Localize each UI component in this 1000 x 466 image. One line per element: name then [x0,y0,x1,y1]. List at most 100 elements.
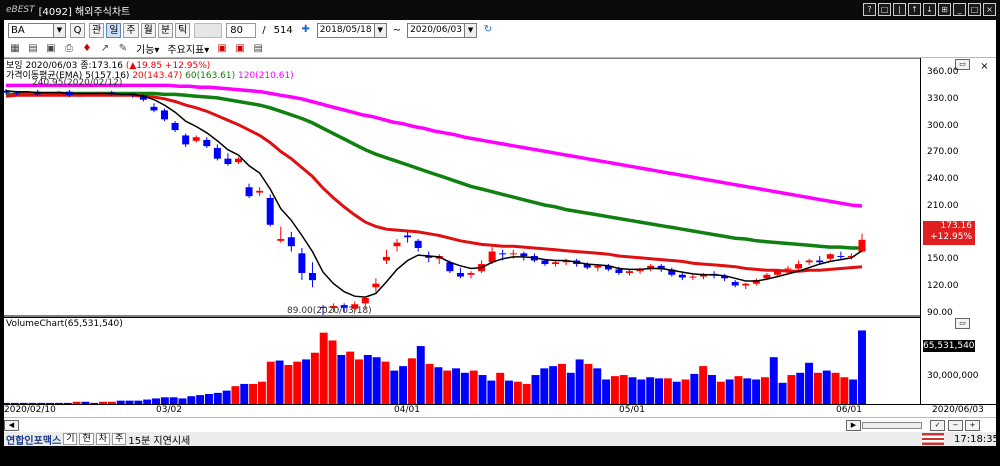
period-button-0[interactable]: 관 [89,22,105,38]
volume-bar [725,379,734,404]
zoom-check-icon[interactable]: ✓ [930,420,945,431]
tools-icon[interactable]: ✎ [118,42,128,54]
pane-close-icon[interactable]: × [980,61,989,72]
refresh-icon[interactable]: ↻ [483,24,493,35]
toolbar-secondary: ▦ ▤ ▣ ⎙ ♦ ↗ ✎ 기능▾ 주요지표▾ ▣ ▣ ▤ [4,40,996,58]
candle-body [562,260,570,263]
candle-body [414,240,422,248]
volume-bar [355,359,363,404]
volume-bar [602,379,611,404]
volume-bar [593,368,602,404]
window-control-0[interactable]: ? [863,3,876,16]
volume-bar [90,402,99,404]
status-btn-3[interactable]: 차 [95,433,111,445]
volume-bar [522,383,531,404]
volume-bar [107,401,116,404]
end-date-dropdown-icon[interactable]: ▼ [465,22,478,38]
export-icon[interactable]: ▣ [235,42,245,54]
volume-bar [813,372,822,404]
candle-body [795,264,803,269]
period-button-4[interactable]: 분 [157,22,174,38]
menu-functions[interactable]: 기능▾ [136,45,160,56]
status-btn-1[interactable]: 기 [63,433,78,445]
candle-body [203,139,211,147]
status-btn-4[interactable]: 주 [112,433,127,445]
count-input[interactable]: 80 [226,22,257,38]
legend-line1: 보잉 2020/06/03 종:173.16 (▲19.85 +12.95%) [6,58,210,71]
volume-chart[interactable]: VolumeChart(65,531,540) [4,318,920,404]
chart-scrollbar[interactable]: ◀ ▶ ✓ − + [4,417,996,432]
period-button-5[interactable]: 틱 [175,22,191,38]
ema5-line [5,90,863,298]
vol-pane-maximize-icon[interactable]: ▭ [955,318,970,329]
zoom-in-icon[interactable]: + [965,420,980,431]
candle-body [647,265,655,269]
symbol-input[interactable]: BA [8,22,54,38]
zoom-slider[interactable] [862,422,922,429]
plus-icon[interactable]: ✚ [301,24,310,35]
settings-icon[interactable]: ▤ [253,42,263,54]
volume-bar [54,402,63,404]
window-control-6[interactable]: _ [953,3,966,16]
legend-close: 종:173.16 [80,61,123,71]
volume-bar [257,381,266,404]
candle-body [256,190,264,193]
volume-bar [72,401,81,404]
menu-indicators[interactable]: 주요지표▾ [167,45,210,56]
window-control-4[interactable]: ↓ [923,3,936,16]
window-control-2[interactable]: | [893,3,906,16]
volume-bar [584,363,593,404]
volume-bar [478,375,487,404]
candle-body [351,304,359,309]
candle-body [446,262,454,272]
ema20-line [5,93,863,273]
zoom-out-icon[interactable]: − [948,420,963,431]
period-button-1[interactable]: 일 [106,22,122,38]
price-chart[interactable]: 보잉 2020/06/03 종:173.16 (▲19.85 +12.95%) … [4,58,920,317]
scroll-left-icon[interactable]: ◀ [4,420,19,431]
volume-bar [99,401,108,404]
layout-icon[interactable]: ▦ [10,42,20,54]
candle-body [626,271,634,273]
window-control-3[interactable]: ↑ [908,3,921,16]
volume-bar [760,377,769,404]
start-date-dropdown-icon[interactable]: ▼ [374,22,387,38]
chart-type-icon[interactable]: ▤ [28,42,38,54]
print-icon[interactable]: ⎙ [65,42,73,54]
volume-bar [363,354,372,404]
time-tick: 03/02 [156,405,182,415]
legend-ema20: 20(143.47) [132,71,183,81]
bottom-frame [0,446,1000,466]
data-icon[interactable]: ▣ [217,42,227,54]
candle-body [44,93,52,95]
window-control-8[interactable]: × [983,3,996,16]
volume-bar [646,377,655,404]
volume-bar [63,402,72,404]
period-button-2[interactable]: 주 [123,22,139,38]
start-date-input[interactable]: 2018/05/18 [316,22,375,38]
symbol-dropdown-icon[interactable]: ▼ [54,22,66,38]
legend-ema120: 120(210.61) [238,71,294,81]
window-control-7[interactable]: □ [968,3,981,16]
disabled-field [194,22,223,38]
volume-bar [619,375,628,404]
volume-bar [249,383,258,404]
scroll-right-icon[interactable]: ▶ [846,420,861,431]
window-control-1[interactable]: □ [878,3,891,16]
volume-bar [231,386,240,404]
volume-bar [637,379,646,404]
window-control-5[interactable]: ⊞ [938,3,951,16]
pane-separator[interactable] [4,317,996,318]
save-icon[interactable]: ▣ [46,42,56,54]
pane-maximize-icon[interactable]: ▭ [955,59,970,70]
drawing-icon[interactable]: ↗ [100,42,110,54]
candle-body [541,260,549,265]
search-button[interactable]: Q [70,22,85,38]
status-btn-2[interactable]: 현 [79,433,94,445]
legend-name: 보잉 [6,61,23,71]
period-button-3[interactable]: 월 [140,22,156,38]
candle-icon[interactable]: ♦ [82,42,92,54]
end-date-input[interactable]: 2020/06/03 [407,22,466,38]
volume-bar [557,363,566,404]
